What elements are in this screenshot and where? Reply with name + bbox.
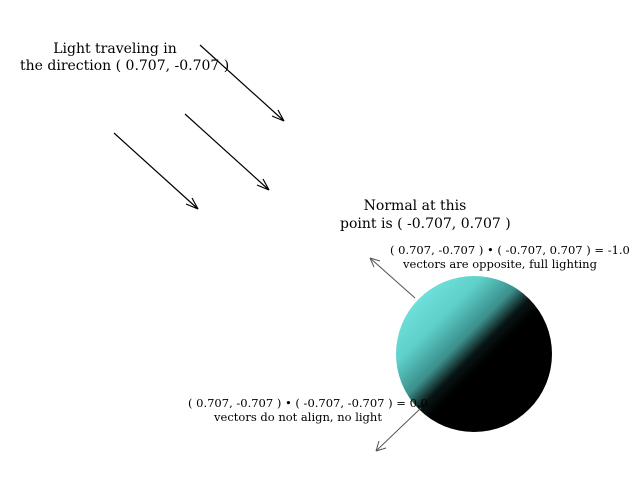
normal-arrow-dark bbox=[375, 407, 422, 452]
light-ray-arrow bbox=[184, 113, 270, 191]
light-direction-label-line2: the direction ( 0.707, -0.707 ) bbox=[20, 58, 230, 74]
full-lighting-note: vectors are opposite, full lighting bbox=[403, 257, 597, 271]
normal-label: Normal at this point is ( -0.707, 0.707 … bbox=[340, 197, 511, 233]
sphere bbox=[396, 276, 552, 432]
normal-label-line2: point is ( -0.707, 0.707 ) bbox=[340, 216, 511, 232]
normal-arrow-lit bbox=[369, 257, 416, 299]
no-light-note: vectors do not align, no light bbox=[214, 410, 382, 424]
light-direction-label: Light traveling in the direction ( 0.707… bbox=[20, 41, 230, 75]
normal-label-line1: Normal at this bbox=[363, 198, 467, 214]
no-light-annotation: ( 0.707, -0.707 ) • ( -0.707, -0.707 ) =… bbox=[188, 396, 428, 424]
light-direction-label-line1: Light traveling in bbox=[53, 41, 177, 57]
light-ray-arrow bbox=[199, 44, 285, 122]
light-ray-arrow bbox=[113, 132, 199, 210]
no-light-equation: ( 0.707, -0.707 ) • ( -0.707, -0.707 ) =… bbox=[188, 396, 428, 410]
full-lighting-equation: ( 0.707, -0.707 ) • ( -0.707, 0.707 ) = … bbox=[390, 243, 630, 257]
full-lighting-annotation: ( 0.707, -0.707 ) • ( -0.707, 0.707 ) = … bbox=[390, 243, 630, 271]
